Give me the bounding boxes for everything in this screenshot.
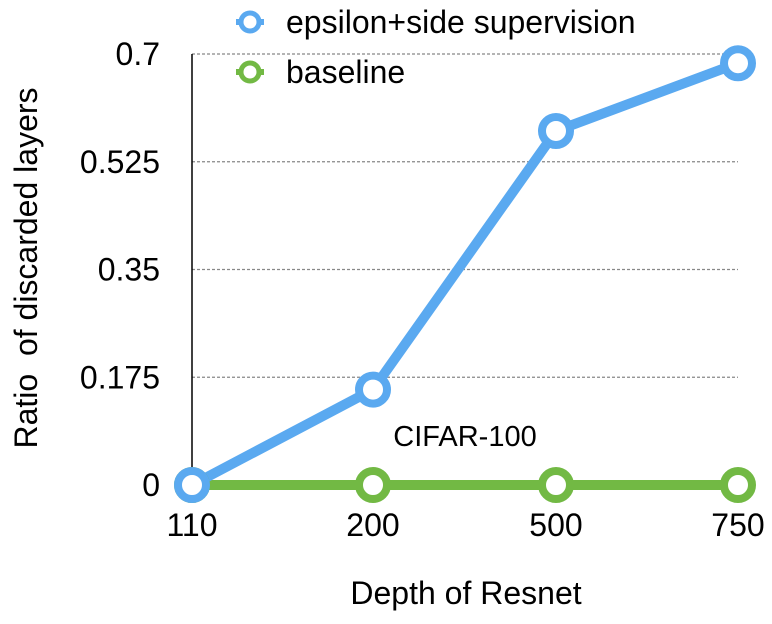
y-tick-label: 0.35 bbox=[98, 252, 160, 288]
legend-label: epsilon+side supervision bbox=[286, 4, 636, 40]
data-point bbox=[538, 112, 574, 149]
data-point bbox=[355, 467, 391, 503]
x-tick-label: 200 bbox=[346, 507, 399, 543]
x-tick-labels: 110 200 500 750 bbox=[166, 507, 764, 543]
data-point bbox=[538, 467, 574, 503]
x-tick-label: 110 bbox=[166, 507, 217, 543]
legend-swatch-marker bbox=[238, 60, 262, 84]
y-tick-labels: 0 0.175 0.35 0.525 0.7 bbox=[80, 36, 160, 503]
series-group bbox=[174, 45, 756, 503]
y-axis-label: Ratio of discarded layers bbox=[8, 87, 44, 448]
x-axis-label: Depth of Resnet bbox=[350, 575, 581, 611]
y-tick-label: 0 bbox=[142, 467, 160, 503]
data-point bbox=[174, 467, 210, 503]
data-point bbox=[720, 45, 756, 82]
legend-label: baseline bbox=[286, 54, 405, 90]
grid-lines bbox=[192, 53, 738, 378]
series-line bbox=[187, 58, 743, 490]
legend-swatch-marker bbox=[238, 10, 262, 34]
y-tick-label: 0.525 bbox=[80, 144, 160, 180]
data-point bbox=[720, 467, 756, 503]
data-point bbox=[355, 371, 391, 408]
legend: epsilon+side supervision baseline bbox=[236, 4, 636, 90]
x-tick-label: 750 bbox=[711, 507, 764, 543]
x-tick-label: 500 bbox=[529, 507, 582, 543]
y-tick-label: 0.7 bbox=[116, 36, 160, 72]
y-tick-label: 0.175 bbox=[80, 359, 160, 395]
annotation-label: CIFAR-100 bbox=[393, 421, 536, 453]
